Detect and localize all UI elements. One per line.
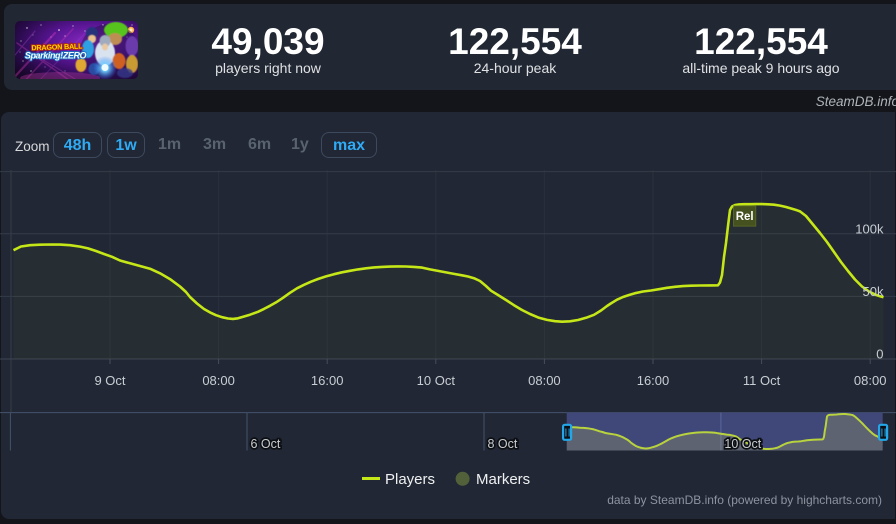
svg-text:11 Oct: 11 Oct <box>743 373 781 388</box>
svg-text:10 Oct: 10 Oct <box>724 437 761 451</box>
svg-text:Markers: Markers <box>476 471 530 488</box>
svg-text:8 Oct: 8 Oct <box>488 437 518 451</box>
svg-text:6 Oct: 6 Oct <box>251 437 281 451</box>
svg-text:data by SteamDB.info (powered: data by SteamDB.info (powered by highcha… <box>607 493 882 507</box>
svg-text:100k: 100k <box>855 221 884 236</box>
svg-text:Sparking!ZERO: Sparking!ZERO <box>25 51 87 61</box>
svg-text:Rel: Rel <box>736 211 754 223</box>
svg-text:DRAGON BALL: DRAGON BALL <box>31 42 83 53</box>
svg-text:50k: 50k <box>863 284 884 299</box>
svg-text:10 Oct: 10 Oct <box>417 373 456 388</box>
svg-text:Players: Players <box>385 471 435 488</box>
svg-text:16:00: 16:00 <box>311 373 344 388</box>
svg-text:08:00: 08:00 <box>854 373 887 388</box>
svg-text:08:00: 08:00 <box>202 373 235 388</box>
svg-text:9 Oct: 9 Oct <box>94 373 125 388</box>
svg-text:08:00: 08:00 <box>528 373 561 388</box>
svg-text:0: 0 <box>876 347 883 362</box>
svg-text:16:00: 16:00 <box>637 373 670 388</box>
